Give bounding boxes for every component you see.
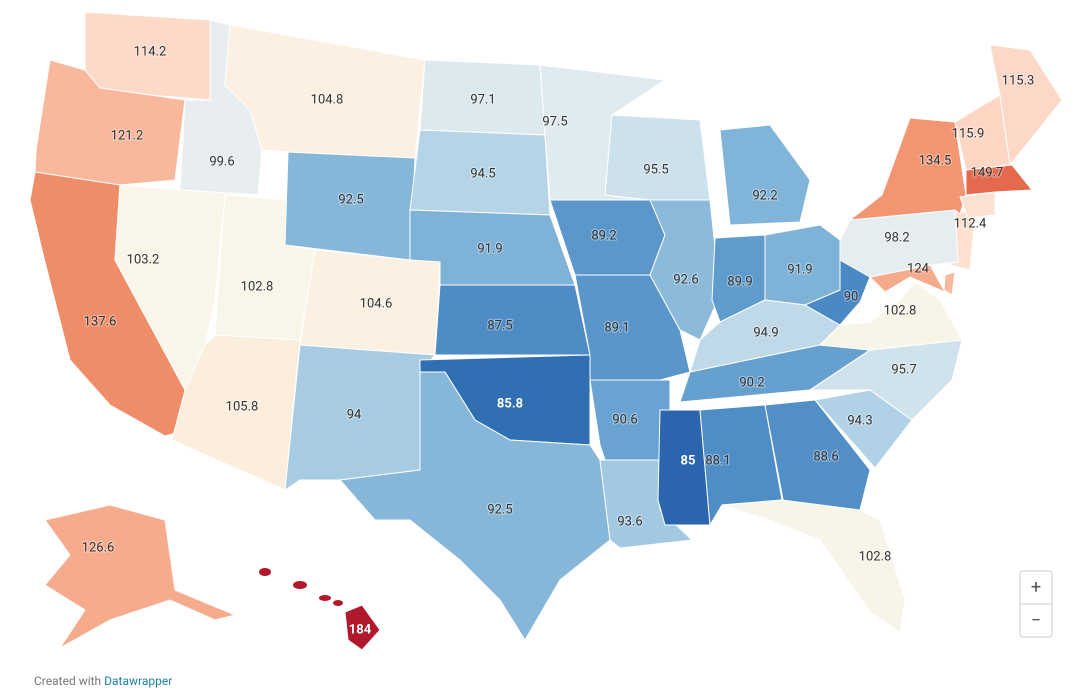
state-value-label: 85.8 [497,396,523,411]
state-value-label: 97.5 [542,114,567,129]
state-value-label: 102.8 [241,279,274,294]
state-value-label: 98.2 [884,230,909,245]
state-value-label: 99.6 [209,154,234,169]
island-shape [333,600,343,606]
state-value-label: 90.6 [612,412,637,427]
credit-link[interactable]: Datawrapper [104,674,172,688]
state-shape [719,124,811,226]
state-shape [657,409,711,526]
state-value-label: 90 [844,289,859,304]
state-value-label: 134.5 [919,153,952,168]
state-value-label: 89.2 [591,228,616,243]
state-value-label: 184 [349,622,372,637]
state-value-label: 115.3 [1002,73,1035,88]
zoom-out[interactable]: − [1031,610,1041,631]
state-value-label: 112.4 [954,216,987,231]
states [29,11,1063,651]
state-shape [818,281,963,351]
state-value-label: 137.6 [84,314,117,329]
state-value-label: 114.2 [134,44,167,59]
state-shape [299,249,441,356]
state-value-label: 124 [907,261,930,276]
state-value-label: 104.6 [360,296,393,311]
state-value-label: 90.2 [739,375,764,390]
state-shape [604,114,711,201]
state-shape [721,499,906,633]
state-value-label: 103.2 [127,252,160,267]
state-value-label: 126.6 [82,540,115,555]
state-shape [965,164,1033,196]
state-value-label: 94.5 [470,166,495,181]
state-shape [114,184,259,392]
state-shape [989,44,1063,167]
state-value-label: 102.8 [859,549,892,564]
state-shape [44,504,237,649]
state-value-label: 89.1 [604,320,629,335]
island-shape [319,595,331,601]
state-value-label: 104.8 [311,92,344,107]
credit: Created with Datawrapper [34,674,172,688]
state-value-label: 94.3 [847,413,872,428]
state-value-label: 88.6 [813,449,838,464]
state-value-label: 102.8 [884,303,917,318]
zoom-in[interactable]: + [1031,577,1041,598]
credit-prefix: Created with [34,674,101,688]
state-value-label: 95.5 [643,162,668,177]
state-labels: 114.2 121.2 137.6 99.6 103.2 104.8 102.8 105.8 9… [80,43,1035,637]
state-value-label: 92.5 [338,192,363,207]
state-shape [34,59,186,186]
state-value-label: 92.5 [487,502,512,517]
zoom-control: + − [1019,570,1053,638]
state-shape [649,199,721,341]
state-value-label: 121.2 [111,128,144,143]
state-shape [764,399,871,511]
island-shape [259,568,271,576]
state-shape [848,117,967,221]
state-value-label: 92.2 [752,188,777,203]
state-value-label: 149.7 [971,165,1004,180]
island-shape [293,581,307,589]
state-value-label: 92.6 [673,272,698,287]
state-value-label: 93.6 [617,514,642,529]
state-value-label: 94 [347,407,362,422]
state-value-label: 105.8 [226,399,259,414]
state-value-label: 97.1 [470,92,495,107]
state-value-label: 94.9 [753,325,778,340]
state-value-label: 89.9 [727,274,752,289]
state-value-label: 91.9 [787,262,812,277]
state-shape [943,271,956,296]
state-value-label: 95.7 [891,362,916,377]
state-shape [344,604,381,651]
state-value-label: 115.9 [952,126,985,141]
state-value-label: 91.9 [477,241,502,256]
state-value-label: 88.1 [705,453,730,468]
state-value-label: 87.5 [487,318,512,333]
state-value-label: 85 [681,453,696,468]
